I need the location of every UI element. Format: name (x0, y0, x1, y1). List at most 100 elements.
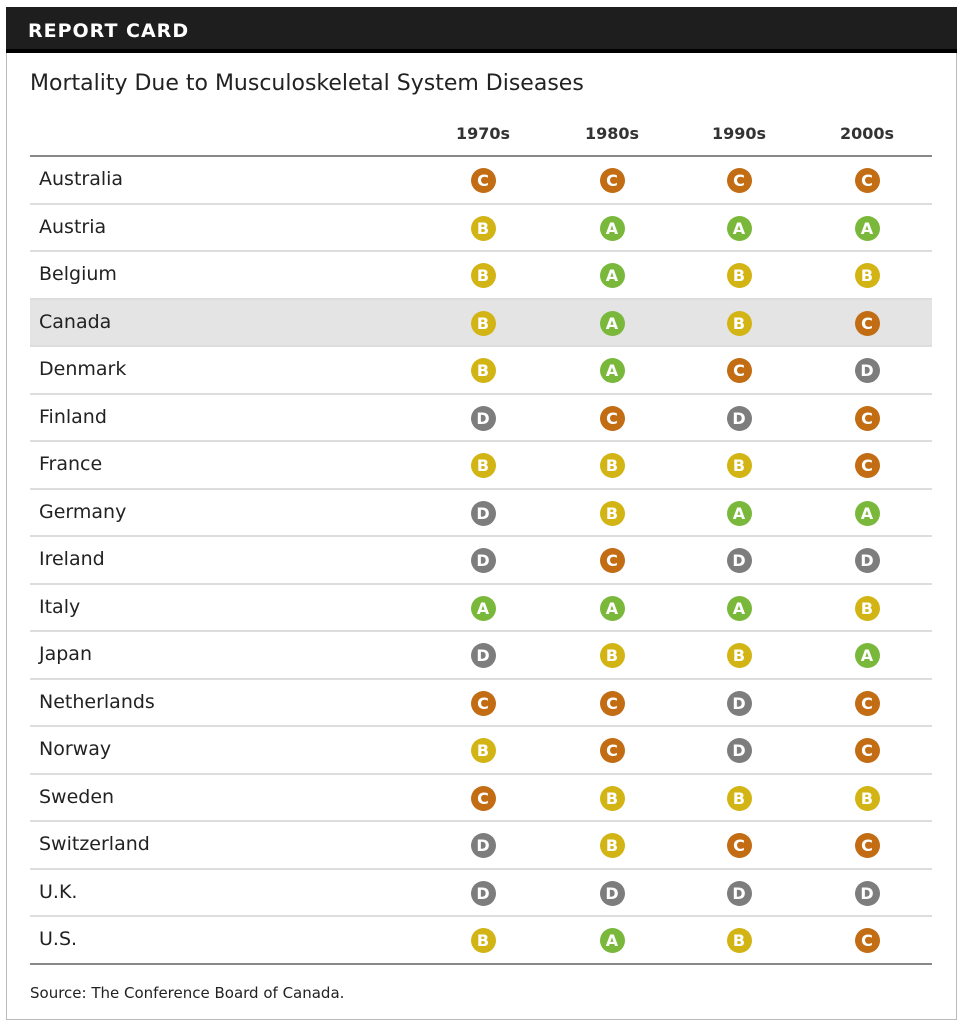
country-name: Ireland (39, 548, 105, 570)
grade-badge: D (854, 880, 880, 906)
grade-badge: A (854, 500, 880, 526)
grade-badge: B (726, 643, 752, 668)
grade-badge: C (854, 453, 880, 478)
country-name: Sweden (39, 785, 115, 808)
country-name: Netherlands (39, 690, 155, 713)
grade-badge: A (854, 215, 880, 241)
grade-badge: C (854, 405, 880, 431)
table-row: Netherlands C C D C (30, 680, 932, 727)
grade-badge: A (599, 358, 625, 383)
grade-badge: C (854, 833, 880, 858)
grade-badge: A (599, 595, 625, 621)
country-name: Australia (39, 168, 124, 190)
grade-badge: B (726, 310, 752, 336)
column-header: 2000s (839, 124, 895, 143)
grade-badge: B (470, 928, 496, 953)
country-name: Switzerland (39, 833, 150, 855)
table-row: Ireland D C D D (30, 537, 932, 585)
table-row: Belgium B A B B (30, 252, 932, 300)
grade-badge: A (599, 928, 625, 953)
grade-badge: C (599, 405, 625, 431)
grade-badge: D (599, 880, 625, 906)
grade-badge: B (599, 643, 625, 668)
grade-badge: B (470, 215, 496, 241)
grade-badge: D (470, 500, 496, 526)
country-name: Belgium (39, 263, 117, 285)
grade-badge: C (726, 168, 752, 193)
country-name: Canada (39, 310, 112, 333)
table-row: U.K. D D D D (30, 870, 932, 917)
grade-badge: B (726, 453, 752, 478)
grade-badge: B (854, 785, 880, 811)
grade-badge: A (599, 310, 625, 336)
table-row: U.S. B A B C (30, 917, 932, 965)
table-row: Australia C C C C (30, 157, 932, 205)
grade-badge: D (470, 880, 496, 906)
grade-badge: D (470, 405, 496, 431)
grade-badge: D (854, 548, 880, 573)
source-note: Source: The Conference Board of Canada. (30, 984, 345, 1002)
grade-badge: C (599, 168, 625, 193)
grade-badge: C (726, 833, 752, 858)
grade-badge: B (726, 263, 752, 288)
country-name: France (39, 453, 103, 475)
table-row: Switzerland D B C C (30, 822, 932, 870)
country-name: Austria (39, 215, 107, 238)
country-name: Italy (39, 595, 81, 618)
table-row: Austria B A A A (30, 205, 932, 252)
column-header: 1980s (584, 124, 640, 143)
grade-badge: A (726, 595, 752, 621)
country-name: U.K. (39, 880, 78, 903)
grade-badge: C (854, 168, 880, 193)
grade-badge: D (470, 643, 496, 668)
grade-badge: C (599, 548, 625, 573)
grade-badge: A (599, 263, 625, 288)
grade-badge: C (470, 690, 496, 716)
column-header: 1970s (455, 124, 511, 143)
table-row: Finland D C D C (30, 395, 932, 442)
grade-badge: C (599, 738, 625, 763)
grade-badge: B (470, 453, 496, 478)
table-row: Norway B C D C (30, 727, 932, 775)
grade-badge: B (726, 785, 752, 811)
table-row: Sweden C B B B (30, 775, 932, 822)
column-header: 1990s (711, 124, 767, 143)
grade-badge: D (470, 833, 496, 858)
grade-badge: B (599, 785, 625, 811)
grade-badge: D (854, 358, 880, 383)
grade-badge: C (470, 785, 496, 811)
grade-badge: D (726, 405, 752, 431)
grade-badge: A (854, 643, 880, 668)
grade-badge: C (854, 310, 880, 336)
column-headers: 1970s 1980s 1990s 2000s (30, 118, 932, 157)
grade-badge: A (726, 215, 752, 241)
grade-badge: B (854, 595, 880, 621)
table-row: Denmark B A C D (30, 347, 932, 395)
country-name: Japan (39, 643, 92, 665)
grade-badge: A (726, 500, 752, 526)
report-card-header: REPORT CARD (6, 7, 957, 53)
grade-badge: C (854, 928, 880, 953)
grade-badge: C (599, 690, 625, 716)
table-row: France B B B C (30, 442, 932, 490)
table-row: Japan D B B A (30, 632, 932, 680)
grade-badge: D (726, 738, 752, 763)
grade-badge: B (470, 738, 496, 763)
grade-badge: B (599, 500, 625, 526)
country-name: Norway (39, 738, 112, 760)
grade-badge: B (726, 928, 752, 953)
grade-badge: B (470, 358, 496, 383)
grades-table: 1970s 1980s 1990s 2000s Australia C C C C Austri… (30, 118, 932, 965)
table-body: Australia C C C C Austria B A A A Belgium B A B B Canad… (30, 157, 932, 965)
grade-badge: A (599, 215, 625, 241)
grade-badge: B (599, 833, 625, 858)
table-row: Germany D B A A (30, 490, 932, 537)
grade-badge: A (470, 595, 496, 621)
grade-badge: D (470, 548, 496, 573)
table-row: Canada B A B C (30, 299, 932, 347)
table-row: Italy A A A B (30, 585, 932, 632)
country-name: Denmark (39, 358, 127, 380)
grade-badge: C (726, 358, 752, 383)
grade-badge: B (470, 263, 496, 288)
chart-title: Mortality Due to Musculoskeletal System … (30, 71, 584, 96)
